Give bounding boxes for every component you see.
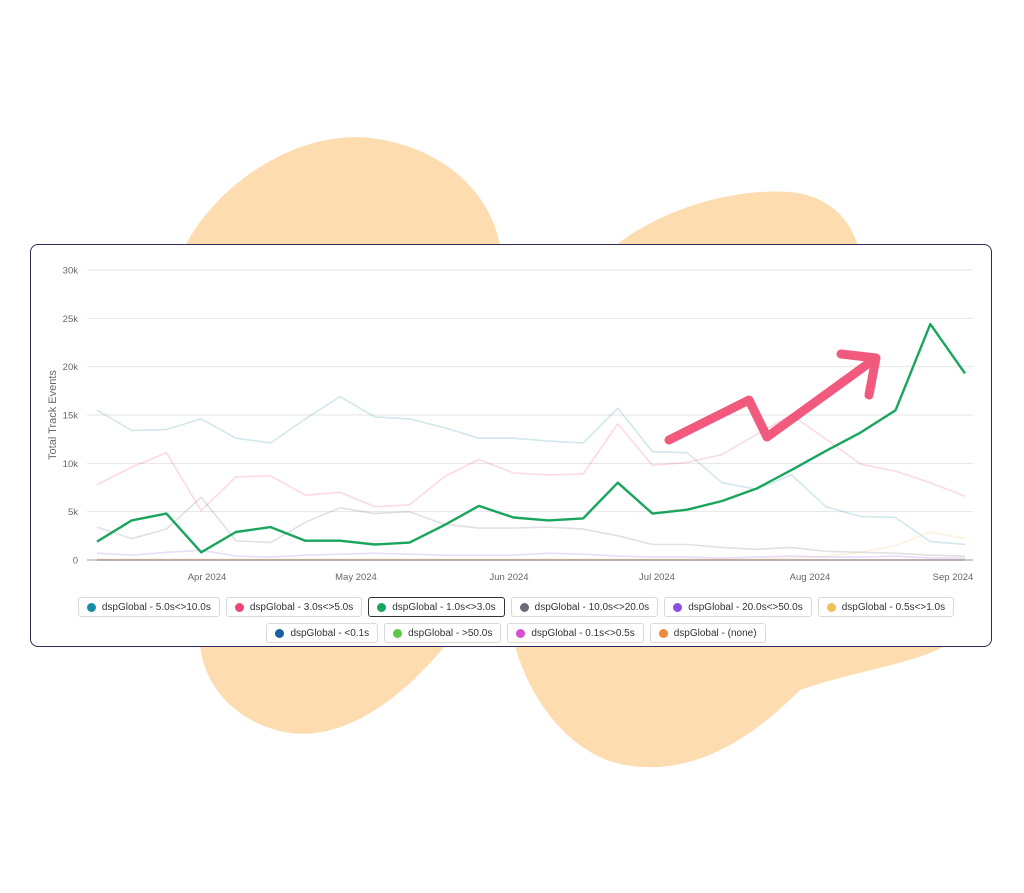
legend-label: dspGlobal - 20.0s<>50.0s	[688, 601, 803, 613]
legend-item[interactable]: dspGlobal - 5.0s<>10.0s	[77, 597, 220, 617]
x-tick-label: Jul 2024	[639, 572, 675, 583]
legend-row-1: dspGlobal - 5.0s<>10.0s dspGlobal - 3.0s<…	[77, 597, 955, 617]
legend-item[interactable]: dspGlobal - 10.0s<>20.0s	[510, 597, 659, 617]
legend-label: dspGlobal - >50.0s	[408, 627, 493, 639]
blob-bottom-left	[200, 646, 445, 734]
legend-item[interactable]: dspGlobal - <0.1s	[266, 623, 379, 643]
legend-item[interactable]: dspGlobal - >50.0s	[384, 623, 502, 643]
series-line-dspglobal-20-0s-50-0s	[96, 549, 965, 559]
series-line-dspglobal-10-0s-20-0s	[96, 496, 966, 557]
legend-item[interactable]: dspGlobal - (none)	[649, 623, 766, 643]
legend-label: dspGlobal - 10.0s<>20.0s	[534, 601, 650, 613]
x-tick-label: May 2024	[335, 572, 377, 583]
y-tick-label: 0	[73, 556, 78, 567]
blob-bottom-right	[515, 646, 945, 768]
chart-card: 0 5k 10k 15k 20k 25k 30k Apr 2024 May 2024 Jun 2…	[30, 244, 992, 647]
y-tick-label: 25k	[63, 314, 79, 325]
legend-color-dot	[377, 602, 387, 612]
x-tick-label: Apr 2024	[188, 572, 227, 583]
legend-color-dot	[86, 602, 96, 612]
x-tick-labels: Apr 2024 May 2024 Jun 2024 Jul 2024 Aug 2024…	[188, 572, 974, 583]
blob-top-right	[615, 191, 858, 246]
x-tick-label: Aug 2024	[790, 572, 831, 583]
legend-color-dot	[275, 628, 285, 638]
y-axis-label: Total Track Events	[47, 370, 59, 460]
series-lines	[96, 322, 966, 561]
blob-top-left	[185, 137, 500, 246]
legend-color-dot	[519, 602, 529, 612]
y-tick-labels: 0 5k 10k 15k 20k 25k 30k	[63, 266, 79, 567]
legend-label: dspGlobal - 0.5s<>1.0s	[841, 601, 946, 613]
x-tick-label: Sep 2024	[933, 572, 974, 583]
series-line-dspglobal-5-0s-10-0s	[96, 395, 966, 546]
y-tick-label: 20k	[63, 362, 79, 373]
legend-item[interactable]: dspGlobal - 1.0s<>3.0s	[368, 597, 505, 617]
legend-label: dspGlobal - <0.1s	[290, 627, 370, 639]
legend-row-2: dspGlobal - <0.1s dspGlobal - >50.0s dspGl…	[91, 623, 941, 643]
legend-label: dspGlobal - 0.1s<>0.5s	[531, 627, 635, 639]
legend-color-dot	[516, 628, 526, 638]
series-line-dspglobal-1-0s-3-0s	[96, 322, 966, 554]
y-tick-label: 10k	[63, 459, 79, 470]
legend-item[interactable]: dspGlobal - 3.0s<>5.0s	[225, 597, 363, 617]
x-tick-label: Jun 2024	[489, 572, 528, 583]
legend-label: dspGlobal - 1.0s<>3.0s	[392, 601, 496, 613]
y-tick-label: 15k	[63, 411, 79, 422]
legend-item[interactable]: dspGlobal - 0.1s<>0.5s	[507, 623, 644, 643]
annotation-arrow	[664, 349, 881, 445]
line-chart: 0 5k 10k 15k 20k 25k 30k Apr 2024 May 2024 Jun 2…	[63, 266, 974, 584]
legend-label: dspGlobal - 3.0s<>5.0s	[249, 601, 354, 613]
legend-item[interactable]: dspGlobal - 0.5s<>1.0s	[817, 597, 955, 617]
gridlines	[87, 269, 973, 561]
legend-color-dot	[673, 602, 683, 612]
legend-color-dot	[234, 602, 244, 612]
legend-color-dot	[393, 628, 403, 638]
y-tick-label: 5k	[68, 507, 78, 518]
series-line-dspglobal-3-0s-5-0s	[96, 414, 966, 512]
legend-label: dspGlobal - (none)	[673, 627, 757, 639]
y-tick-label: 30k	[63, 266, 79, 277]
legend-color-dot	[826, 602, 836, 612]
legend-color-dot	[658, 628, 668, 638]
legend-item[interactable]: dspGlobal - 20.0s<>50.0s	[664, 597, 812, 617]
series-line-dspglobal-0-5s-1-0s	[97, 531, 966, 560]
legend-label: dspGlobal - 5.0s<>10.0s	[101, 601, 211, 613]
